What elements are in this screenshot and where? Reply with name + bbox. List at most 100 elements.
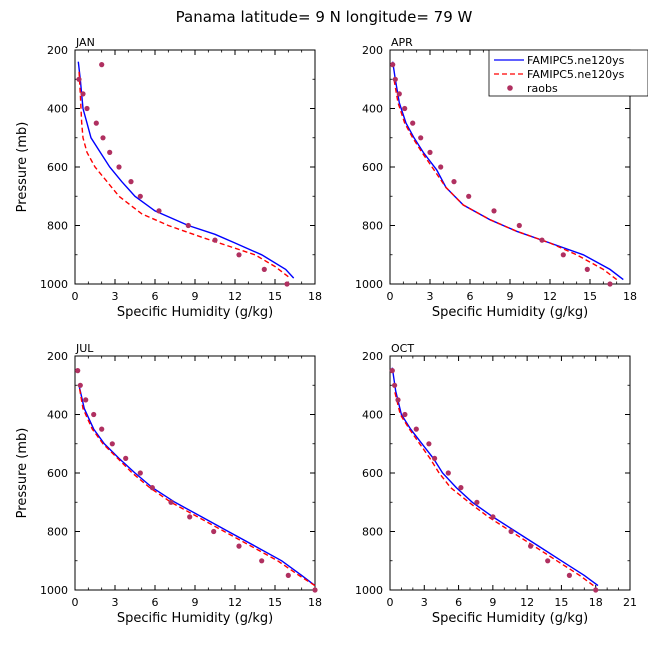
x-tick-label-jan-12: 12 bbox=[228, 290, 242, 303]
x-tick-label-oct-18: 18 bbox=[589, 596, 603, 609]
raobs-point-jul-13 bbox=[83, 397, 89, 403]
series-line-jul-1 bbox=[78, 385, 316, 587]
x-axis-label-apr: Specific Humidity (g/kg) bbox=[432, 305, 588, 320]
raobs-point-oct-9 bbox=[432, 455, 438, 461]
x-axis-label-jul: Specific Humidity (g/kg) bbox=[117, 611, 273, 626]
y-tick-label-apr-800: 800 bbox=[362, 220, 383, 233]
raobs-point-jan-8 bbox=[116, 164, 122, 170]
raobs-point-apr-10 bbox=[418, 135, 424, 141]
y-tick-label-jul-800: 800 bbox=[47, 526, 68, 539]
series-line-jan-1 bbox=[78, 70, 289, 278]
raobs-point-jul-1 bbox=[285, 572, 291, 579]
y-tick-label-jan-200: 200 bbox=[47, 44, 68, 57]
x-tick-label-jul-15: 15 bbox=[268, 596, 282, 609]
raobs-point-oct-8 bbox=[445, 470, 451, 476]
y-tick-label-oct-800: 800 bbox=[362, 526, 383, 539]
series-line-jan-0 bbox=[77, 61, 295, 279]
series-line-oct-0 bbox=[391, 367, 599, 587]
x-tick-label-oct-3: 3 bbox=[421, 596, 428, 609]
y-tick-label-apr-400: 400 bbox=[362, 103, 383, 116]
panel-label-jan: JAN bbox=[75, 36, 95, 49]
y-tick-label-jan-1000: 1000 bbox=[40, 278, 68, 291]
x-tick-label-apr-3: 3 bbox=[427, 290, 434, 303]
raobs-point-oct-0 bbox=[593, 587, 599, 593]
y-tick-label-oct-400: 400 bbox=[362, 409, 383, 422]
raobs-point-jul-11 bbox=[99, 426, 105, 432]
y-tick-label-jul-1000: 1000 bbox=[40, 584, 68, 597]
raobs-point-apr-4 bbox=[516, 222, 522, 229]
raobs-point-jan-10 bbox=[100, 135, 106, 141]
series-line-oct-1 bbox=[393, 390, 594, 587]
y-tick-label-apr-200: 200 bbox=[362, 44, 383, 57]
raobs-point-jul-2 bbox=[259, 558, 265, 564]
raobs-point-apr-14 bbox=[392, 76, 398, 82]
raobs-point-oct-6 bbox=[474, 499, 480, 505]
x-tick-label-oct-15: 15 bbox=[554, 596, 568, 609]
raobs-point-oct-2 bbox=[545, 558, 551, 564]
series-line-apr-1 bbox=[393, 79, 618, 281]
raobs-point-jan-2 bbox=[236, 252, 242, 258]
raobs-point-apr-8 bbox=[438, 164, 444, 170]
legend-box bbox=[488, 49, 648, 97]
y-tick-label-jul-200: 200 bbox=[47, 350, 68, 363]
legend-label-raobs: raobs bbox=[527, 82, 558, 95]
y-tick-label-oct-600: 600 bbox=[362, 467, 383, 480]
legend-label-model-a: FAMIPC5.ne120ys bbox=[527, 54, 625, 67]
raobs-point-jul-4 bbox=[211, 528, 217, 535]
raobs-point-jan-0 bbox=[284, 281, 290, 287]
panel-label-apr: APR bbox=[391, 36, 413, 49]
y-tick-label-oct-1000: 1000 bbox=[355, 584, 383, 597]
series-line-jul-0 bbox=[78, 385, 316, 587]
raobs-point-apr-13 bbox=[396, 91, 402, 97]
raobs-point-apr-9 bbox=[427, 149, 433, 155]
x-tick-label-apr-9: 9 bbox=[507, 290, 514, 303]
raobs-point-oct-10 bbox=[426, 441, 432, 447]
raobs-point-oct-15 bbox=[389, 368, 395, 374]
raobs-point-jan-6 bbox=[137, 193, 143, 199]
raobs-point-jan-7 bbox=[128, 179, 134, 185]
plot-frame-jan bbox=[74, 49, 316, 285]
x-tick-label-apr-0: 0 bbox=[387, 290, 394, 303]
x-axis-label-oct: Specific Humidity (g/kg) bbox=[432, 611, 588, 626]
y-tick-label-jul-400: 400 bbox=[47, 409, 68, 422]
raobs-point-oct-4 bbox=[508, 528, 514, 535]
x-axis-label-jan: Specific Humidity (g/kg) bbox=[117, 305, 273, 320]
raobs-point-apr-6 bbox=[466, 193, 472, 199]
y-tick-label-jan-600: 600 bbox=[47, 161, 68, 174]
raobs-point-jan-4 bbox=[185, 222, 191, 229]
raobs-point-apr-5 bbox=[491, 208, 497, 214]
raobs-point-jan-15 bbox=[99, 62, 105, 68]
raobs-point-oct-7 bbox=[458, 485, 464, 491]
x-tick-label-jan-0: 0 bbox=[72, 290, 79, 303]
raobs-point-jul-6 bbox=[168, 499, 174, 505]
raobs-point-jul-7 bbox=[149, 485, 155, 491]
x-tick-label-jan-15: 15 bbox=[268, 290, 282, 303]
raobs-point-oct-13 bbox=[395, 397, 401, 403]
raobs-point-apr-2 bbox=[560, 252, 566, 258]
panel-label-jul: JUL bbox=[75, 342, 94, 355]
x-tick-label-jan-18: 18 bbox=[308, 290, 322, 303]
panel-jul: JUL 0 3 6 9 12 15 18 200 400 600 800 1000 Specific Hu… bbox=[15, 342, 322, 626]
raobs-point-oct-14 bbox=[392, 382, 398, 388]
legend-label-model-b: FAMIPC5.ne120ys bbox=[527, 68, 625, 81]
raobs-point-jul-10 bbox=[109, 441, 115, 447]
raobs-point-jan-11 bbox=[93, 120, 99, 126]
legend: FAMIPC5.ne120ys FAMIPC5.ne120ys raobs bbox=[488, 49, 648, 97]
y-tick-label-jul-600: 600 bbox=[47, 467, 68, 480]
raobs-point-oct-11 bbox=[413, 426, 419, 432]
raobs-point-apr-15 bbox=[390, 62, 396, 68]
raobs-point-jul-12 bbox=[91, 411, 97, 418]
raobs-point-jul-15 bbox=[75, 368, 81, 374]
y-axis-label-jan: Pressure (mb) bbox=[15, 122, 30, 213]
raobs-point-apr-0 bbox=[607, 281, 613, 287]
y-tick-label-jan-800: 800 bbox=[47, 220, 68, 233]
y-tick-label-apr-1000: 1000 bbox=[355, 278, 383, 291]
x-tick-label-apr-18: 18 bbox=[623, 290, 637, 303]
raobs-point-apr-7 bbox=[451, 179, 457, 185]
raobs-point-jan-1 bbox=[261, 266, 267, 272]
raobs-point-oct-5 bbox=[490, 514, 496, 520]
x-tick-label-oct-0: 0 bbox=[387, 596, 394, 609]
raobs-point-jan-14 bbox=[76, 76, 82, 82]
